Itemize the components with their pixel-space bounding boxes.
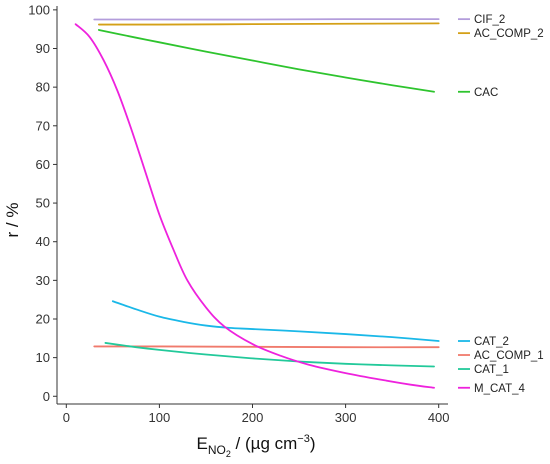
x-axis-title-units-end: ) xyxy=(310,434,316,453)
y-axis: 0 10 20 30 40 50 60 70 80 90 100 xyxy=(28,2,57,404)
legend-label: M_CAT_4 xyxy=(474,383,526,395)
y-tick-label: 20 xyxy=(36,311,50,326)
y-tick-label: 50 xyxy=(36,196,50,211)
x-axis-title-units: / (µg cm xyxy=(231,434,297,453)
x-axis-title-subsub: 2 xyxy=(226,449,231,459)
legend-label: AC_COMP_2 xyxy=(474,28,544,40)
legend: CIF_2 AC_COMP_2 CAC CAT_2 AC_COMP_1 CAT_1 M_CA… xyxy=(458,14,544,395)
legend-entry-ac-comp-2: AC_COMP_2 xyxy=(458,28,544,40)
x-axis-title-sub: NO xyxy=(208,443,226,457)
legend-label: CAT_1 xyxy=(474,364,509,376)
y-axis-title: r / % xyxy=(3,203,22,238)
legend-entry-ac-comp-1: AC_COMP_1 xyxy=(458,350,544,362)
y-tick-label: 100 xyxy=(28,2,50,17)
y-tick-label: 0 xyxy=(43,389,50,404)
legend-label: CIF_2 xyxy=(474,14,505,26)
y-tick-label: 90 xyxy=(36,41,50,56)
x-tick-label: 0 xyxy=(63,410,70,425)
x-tick-label: 100 xyxy=(149,410,171,425)
legend-entry-cif-2: CIF_2 xyxy=(458,14,505,26)
legend-entry-cat-2: CAT_2 xyxy=(458,336,509,348)
series-line-ac-comp-1 xyxy=(93,345,440,349)
x-tick-label: 200 xyxy=(242,410,264,425)
x-axis-title: ENO2 / (µg cm−3) xyxy=(196,433,315,459)
y-tick-label: 60 xyxy=(36,157,50,172)
y-tick-label: 10 xyxy=(36,350,50,365)
y-tick-label: 30 xyxy=(36,273,50,288)
x-tick-label: 300 xyxy=(335,410,357,425)
x-axis-title-main: E xyxy=(196,434,207,453)
y-tick-label: 80 xyxy=(36,80,50,95)
x-axis: 0 100 200 300 400 xyxy=(63,404,450,425)
legend-entry-cac: CAC xyxy=(458,87,498,99)
legend-label: AC_COMP_1 xyxy=(474,350,544,362)
legend-entry-m-cat-4: M_CAT_4 xyxy=(458,383,526,395)
series-line-m-cat-4 xyxy=(74,23,435,389)
series-line-cat-1 xyxy=(104,342,435,368)
y-tick-label: 40 xyxy=(36,234,50,249)
series-line-cac xyxy=(97,29,435,93)
series-line-cat-2 xyxy=(111,300,440,342)
legend-entry-cat-1: CAT_1 xyxy=(458,364,509,376)
y-tick-label: 70 xyxy=(36,118,50,133)
legend-label: CAC xyxy=(474,87,498,99)
series-layer xyxy=(74,18,440,389)
legend-label: CAT_2 xyxy=(474,336,509,348)
x-tick-label: 400 xyxy=(428,410,450,425)
x-axis-title-units-sup: −3 xyxy=(297,433,310,445)
series-line-ac-comp-2 xyxy=(97,22,440,26)
